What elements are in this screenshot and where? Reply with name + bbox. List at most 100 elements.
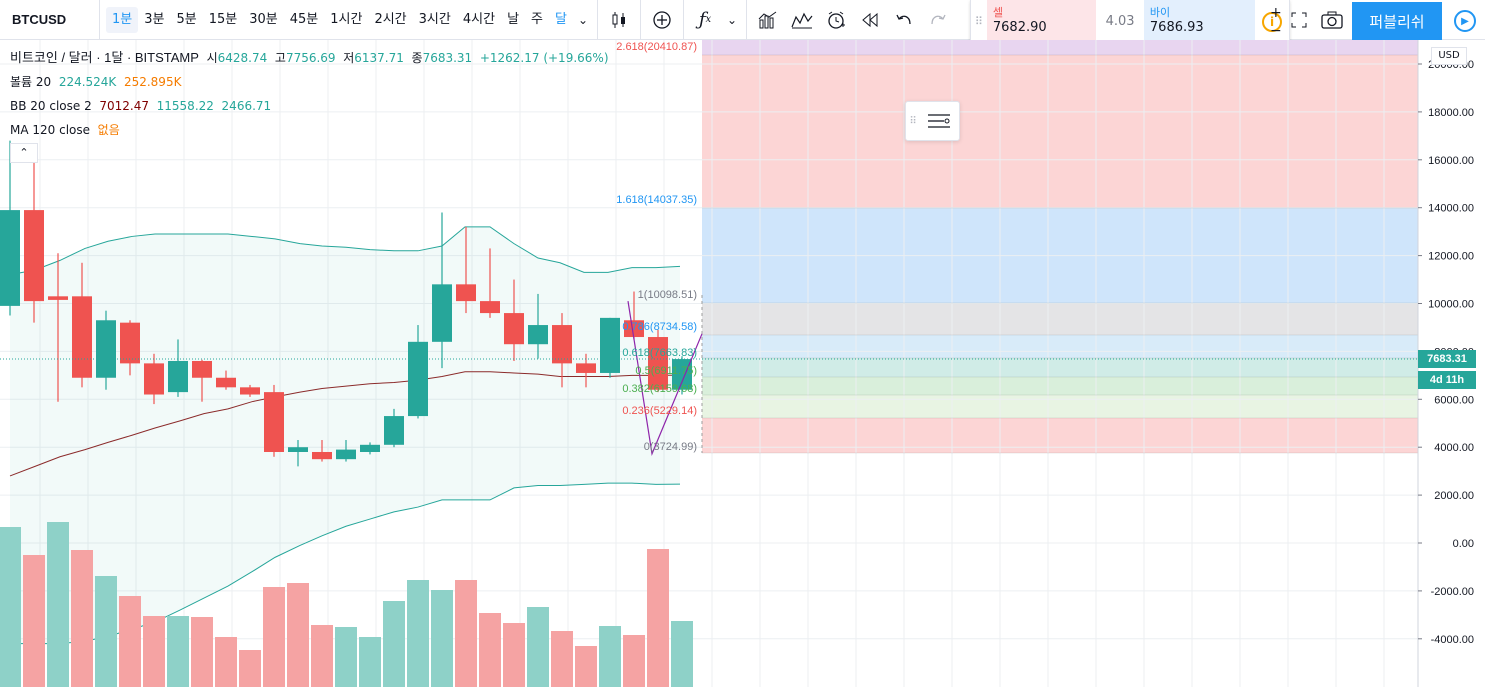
volume-bar: [335, 627, 357, 687]
drag-grip-icon[interactable]: ⠿: [974, 15, 983, 28]
price-tick-label: 4000.00: [1434, 442, 1474, 454]
interval-tab[interactable]: 15분: [208, 11, 238, 27]
candle-body: [624, 320, 644, 338]
candle-body: [480, 301, 500, 314]
toolbar-divider: [745, 0, 747, 40]
replay-rewind-icon[interactable]: [853, 0, 887, 40]
bollinger-basis-line: [9, 371, 681, 477]
volume-bar: [383, 601, 405, 687]
volume-bar: [623, 635, 645, 687]
play-circle-icon[interactable]: ▶: [1446, 2, 1484, 40]
publish-button[interactable]: 퍼블리쉬: [1352, 2, 1442, 40]
volume-bar: [527, 607, 549, 687]
legend-volume-label: 볼륨 20: [10, 75, 52, 89]
fib-zone: [702, 418, 1418, 453]
buy-button[interactable]: 바이 7686.93: [1143, 0, 1256, 43]
candle-body: [216, 377, 236, 388]
financials-bars-icon[interactable]: [751, 0, 785, 40]
last-price-label: 7683.31: [1418, 350, 1476, 368]
toolbar-divider: [596, 0, 598, 40]
interval-bar: 1분 3분 5분 15분 30분 45분 1시간 2시간 3시간 4시간 날 주 달: [100, 0, 573, 40]
interval-tab[interactable]: 3분: [144, 11, 165, 27]
interval-tab[interactable]: 3시간: [418, 11, 451, 27]
sell-price: 7682.90: [992, 20, 1047, 35]
legend-bb-upper: 11558.22: [156, 99, 214, 113]
interval-tab[interactable]: 1분: [106, 6, 139, 33]
interval-tab[interactable]: 30분: [249, 11, 278, 27]
fib-level-label: 1.618(14037.35): [616, 194, 697, 206]
interval-tab[interactable]: 45분: [289, 11, 319, 27]
volume-bar: [287, 583, 309, 687]
interval-dropdown-chevron-icon[interactable]: ⌄: [577, 12, 588, 27]
trade-info-icon[interactable]: i: [1255, 0, 1289, 43]
redo-icon[interactable]: [921, 0, 955, 40]
indicators-dropdown-chevron-icon[interactable]: ⌄: [726, 12, 737, 27]
legend-bb-lower: 2466.71: [221, 99, 272, 113]
templates-icon[interactable]: [785, 0, 819, 40]
sell-button[interactable]: 셀 7682.90: [986, 0, 1097, 43]
price-tick-label: -2000.00: [1431, 586, 1474, 598]
legend-ma[interactable]: MA 120 close 없음: [10, 120, 609, 144]
legend-ma-label: MA 120 close: [10, 123, 91, 137]
volume-bar: [575, 646, 597, 687]
interval-tab[interactable]: 5분: [176, 11, 197, 27]
legend-change-value: +1262.17 (+19.66%): [479, 51, 609, 65]
candle-body: [384, 416, 404, 445]
legend-bb-label: BB 20 close 2: [10, 99, 92, 113]
zoom-plus-minus[interactable]: + −: [1270, 5, 1282, 39]
chart-legend: 비트코인 / 달러 · 1달 · BITSTAMP 시6428.74 고7756…: [10, 48, 609, 144]
candle-body: [504, 313, 524, 345]
alert-clock-icon[interactable]: [819, 0, 853, 40]
candle-body: [72, 296, 92, 378]
fib-level-label: 0(3724.99): [644, 441, 697, 453]
chart-area[interactable]: 2.618(20410.87) 1.618(14037.35) 1(10098.51…: [0, 40, 1485, 687]
candle-body: [120, 322, 140, 364]
fib-level-label: 2.618(20410.87): [616, 41, 697, 53]
legend-collapse-chevron-icon[interactable]: ⌃: [10, 143, 38, 163]
volume-bar: [23, 555, 45, 687]
volume-bar: [95, 576, 117, 687]
fib-zone: [702, 55, 1418, 208]
fib-zone: [702, 335, 1418, 358]
fib-levels-settings-icon[interactable]: [920, 111, 958, 131]
interval-tab[interactable]: 주: [531, 11, 543, 27]
price-tick-label: 6000.00: [1434, 394, 1474, 406]
fib-trend-line: [627, 301, 703, 456]
candle-body: [288, 447, 308, 452]
volume-bar: [239, 650, 261, 687]
snapshot-camera-icon[interactable]: [1315, 0, 1349, 40]
candle-body: [96, 320, 116, 378]
spread-value: 4.03: [1105, 14, 1135, 29]
price-tick-label: -4000.00: [1431, 634, 1474, 646]
fullscreen-icon[interactable]: [1282, 0, 1316, 40]
interval-tab[interactable]: 2시간: [374, 11, 407, 27]
price-chart-canvas[interactable]: 2.618(20410.87) 1.618(14037.35) 1(10098.51…: [0, 40, 1485, 687]
symbol-search[interactable]: BTCUSD: [0, 0, 100, 40]
volume-bar: [167, 616, 189, 687]
compare-add-icon[interactable]: [645, 0, 679, 40]
currency-badge[interactable]: USD: [1431, 47, 1467, 65]
volume-bar: [599, 626, 621, 687]
volume-bar: [407, 580, 429, 687]
undo-icon[interactable]: [887, 0, 921, 40]
drag-grip-icon[interactable]: ⠿: [909, 115, 917, 127]
legend-volume[interactable]: 볼륨 20 224.524K 252.895K: [10, 72, 609, 96]
candle-body: [48, 296, 68, 300]
interval-tab[interactable]: 날: [507, 11, 520, 27]
legend-bollinger[interactable]: BB 20 close 2 7012.47 11558.22 2466.71: [10, 96, 609, 120]
interval-tab[interactable]: 달: [555, 11, 567, 27]
volume-bar: [0, 527, 21, 687]
interval-tab[interactable]: 1시간: [330, 11, 363, 27]
buy-price: 7686.93: [1149, 20, 1204, 35]
candle-style-icon[interactable]: [602, 0, 636, 40]
legend-main-series: 비트코인 / 달러 · 1달 · BITSTAMP 시6428.74 고7756…: [10, 48, 609, 72]
candle-body: [600, 317, 620, 373]
candle-body: [312, 451, 332, 460]
candle-body: [672, 359, 692, 390]
price-tick-label: 12000.00: [1428, 251, 1474, 263]
price-tick-label: 0.00: [1453, 538, 1474, 550]
toolbar-divider: [682, 0, 684, 40]
candle-body: [576, 363, 596, 373]
interval-tab[interactable]: 4시간: [462, 11, 496, 27]
